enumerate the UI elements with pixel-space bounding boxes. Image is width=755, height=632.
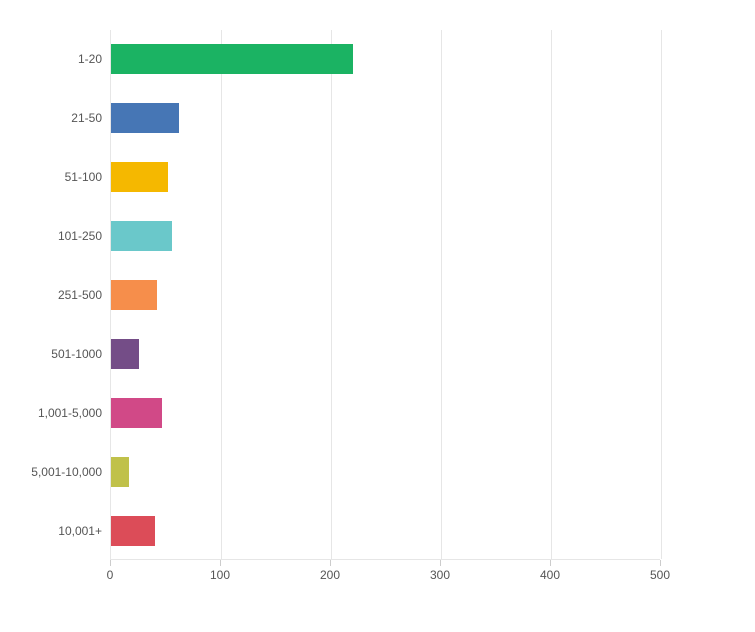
x-axis-label: 100	[210, 568, 230, 582]
chart-container: 1-20 21-50 51-100 101-250 251-500 501-1000 1,0…	[10, 30, 745, 620]
y-axis-label: 5,001-10,000	[31, 465, 102, 479]
y-axis-label: 501-1000	[51, 347, 102, 361]
bar-row	[111, 501, 660, 560]
y-axis-label: 51-100	[65, 170, 102, 184]
bar[interactable]	[111, 221, 172, 251]
bar[interactable]	[111, 516, 155, 546]
plot-area	[110, 30, 660, 560]
y-axis-label: 1,001-5,000	[38, 406, 102, 420]
bar[interactable]	[111, 162, 168, 192]
y-axis-label: 251-500	[58, 288, 102, 302]
gridline	[661, 30, 662, 559]
bar-row	[111, 148, 660, 207]
x-axis-label: 0	[107, 568, 114, 582]
x-tick	[220, 560, 221, 566]
x-axis-label: 300	[430, 568, 450, 582]
y-axis-label: 21-50	[71, 111, 102, 125]
y-axis: 1-20 21-50 51-100 101-250 251-500 501-1000 1,0…	[10, 30, 110, 560]
x-axis-label: 400	[540, 568, 560, 582]
bar[interactable]	[111, 280, 157, 310]
x-tick	[440, 560, 441, 566]
x-tick	[330, 560, 331, 566]
y-axis-label: 101-250	[58, 229, 102, 243]
bar-row	[111, 442, 660, 501]
bar[interactable]	[111, 44, 353, 74]
bar[interactable]	[111, 103, 179, 133]
bar-row	[111, 383, 660, 442]
bar[interactable]	[111, 398, 162, 428]
bar[interactable]	[111, 339, 139, 369]
x-axis-label: 200	[320, 568, 340, 582]
bar[interactable]	[111, 457, 129, 487]
bar-row	[111, 207, 660, 266]
bar-row	[111, 324, 660, 383]
x-tick	[550, 560, 551, 566]
x-tick	[660, 560, 661, 566]
y-axis-label: 10,001+	[58, 524, 102, 538]
x-axis: 0100200300400500	[110, 560, 660, 590]
bar-row	[111, 89, 660, 148]
y-axis-label: 1-20	[78, 52, 102, 66]
x-tick	[110, 560, 111, 566]
bar-row	[111, 266, 660, 325]
x-axis-label: 500	[650, 568, 670, 582]
bar-row	[111, 30, 660, 89]
